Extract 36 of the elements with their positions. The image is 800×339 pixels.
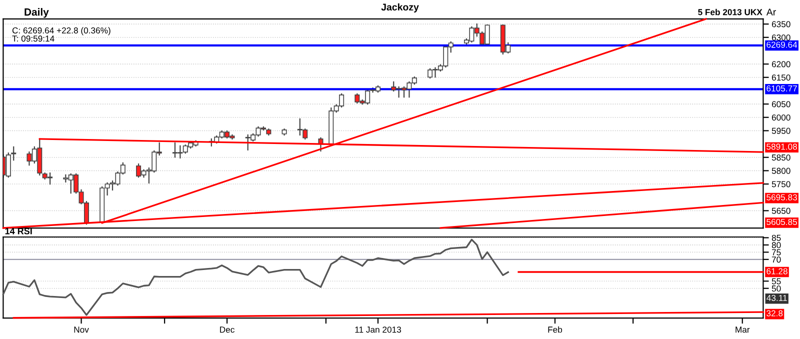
text: Ar: [766, 8, 776, 16]
ref-line-label: 6105.77: [766, 85, 797, 92]
series-label: 32.8: [766, 310, 783, 316]
text: 43.11: [766, 294, 787, 301]
ref-line-label: 6269.64: [766, 42, 798, 48]
x-tick-label: Nov: [74, 326, 89, 333]
x-tick-label: Mar: [736, 326, 750, 333]
text: 5 Feb 2013 UKX: [698, 8, 762, 16]
y-tick-label: 5650: [772, 208, 790, 214]
chart-title: Jackozy: [381, 3, 419, 12]
series-label: 5695.83: [766, 194, 797, 200]
y-tick-label: 75: [772, 249, 781, 256]
x-tick-label: 11 Jan 2013: [355, 326, 401, 333]
y-tick-label: 6000: [772, 114, 790, 121]
y-tick-label: 5800: [772, 168, 790, 174]
y-tick-label: 5950: [772, 128, 790, 134]
y-tick-label: 6150: [772, 74, 790, 81]
series-label: 5605.85: [766, 218, 798, 226]
y-tick-label: 5750: [772, 181, 790, 188]
y-tick-label: 55: [772, 278, 781, 284]
y-tick-label: 50: [772, 285, 781, 292]
y-tick-label: 80: [772, 242, 781, 248]
annotation: T: 09:59:14: [12, 36, 54, 42]
series-label: 5891.08: [766, 144, 797, 150]
x-tick-label: Feb: [548, 326, 562, 333]
y-tick-label: 6050: [772, 101, 790, 108]
y-tick-label: 5850: [772, 154, 790, 161]
annotation: C: 6269.64 +22.8 (0.36%): [12, 27, 110, 36]
y-tick-label: 6200: [772, 61, 790, 68]
y-tick-label: 6350: [772, 21, 790, 28]
y-tick-label: 70: [772, 256, 781, 263]
y-tick-label: 85: [772, 234, 781, 241]
text: Daily: [24, 8, 49, 18]
y-tick-label: 6300: [772, 34, 790, 41]
x-tick-label: Dec: [220, 326, 234, 333]
series-label: 61.28: [766, 268, 788, 274]
